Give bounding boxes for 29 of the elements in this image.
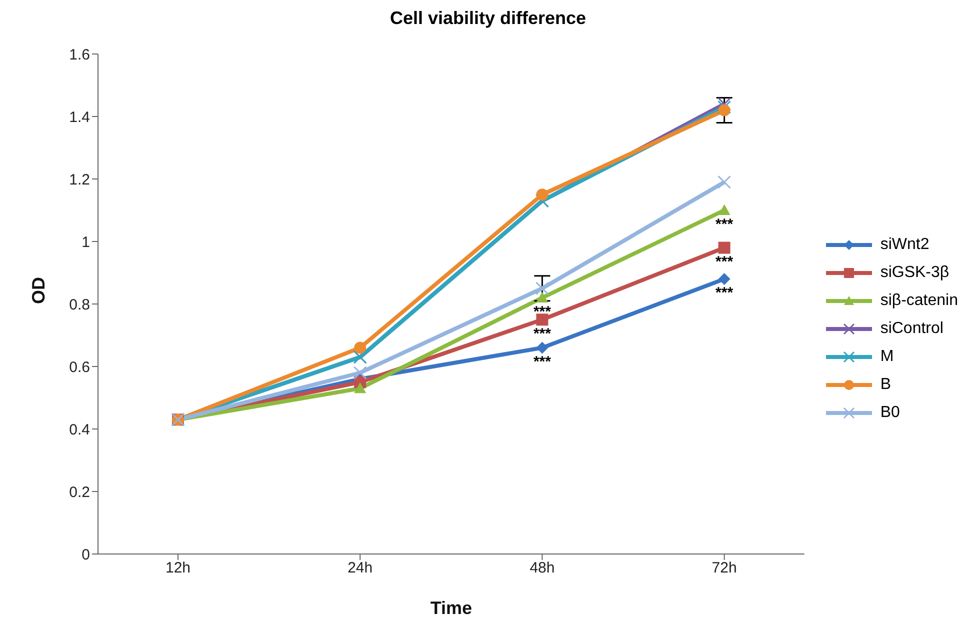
y-tick-label: 1.2 (69, 171, 90, 188)
x-tick-label: 24h (348, 560, 373, 577)
annotation: *** (716, 284, 734, 302)
legend-label: siControl (880, 320, 944, 338)
legend-label: M (880, 348, 894, 366)
y-tick-label: 0.8 (69, 296, 90, 314)
x-tick-label: 12h (165, 560, 191, 577)
annotation: *** (716, 216, 734, 233)
annotation: *** (533, 303, 552, 320)
y-tick-label: 1.6 (69, 46, 90, 64)
legend-label: siβ-catenin (880, 292, 958, 310)
y-tick-label: 0.2 (69, 484, 90, 501)
y-tick-label: 0.4 (69, 421, 90, 438)
x-tick-label: 72h (712, 560, 737, 577)
legend-label: siWnt2 (880, 236, 930, 254)
chart-title: Cell viability difference (388, 8, 588, 30)
y-tick-label: 0.6 (69, 358, 90, 376)
y-tick-label: 1 (82, 234, 90, 251)
legend-label: B0 (880, 404, 900, 422)
y-axis-title: OD (28, 277, 48, 304)
y-tick-label: 0 (82, 546, 90, 564)
legend-label: siGSK-3β (880, 264, 950, 282)
y-tick-label: 1.4 (69, 108, 90, 126)
x-axis-title: Time (430, 598, 472, 618)
legend-label: B (880, 376, 891, 394)
annotation: *** (533, 353, 552, 370)
x-tick-label: 48h (530, 560, 555, 577)
annotation: *** (716, 253, 734, 270)
annotation: *** (533, 325, 552, 342)
